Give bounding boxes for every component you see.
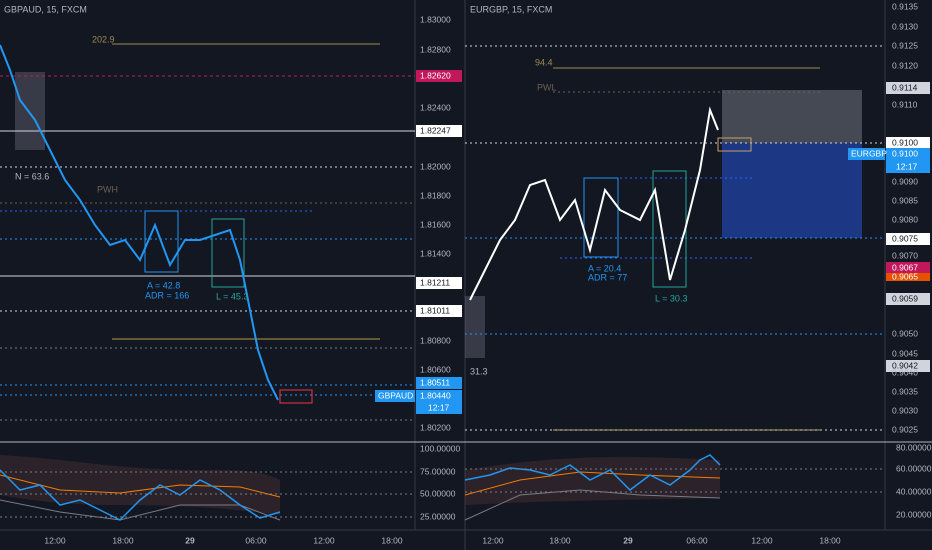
price-tick: 0.9050 bbox=[892, 328, 918, 338]
price-tick: 1.82800 bbox=[420, 44, 451, 54]
annotation: 94.4 bbox=[535, 57, 553, 67]
price-label: 1.80511 bbox=[420, 377, 450, 387]
chart-header: GBPAUD, 15, FXCM bbox=[4, 4, 87, 14]
price-tick: 0.9025 bbox=[892, 424, 918, 434]
price-tick: 1.80200 bbox=[420, 422, 451, 432]
price-tick: 1.82400 bbox=[420, 102, 451, 112]
indicator-tick: 75.00000 bbox=[420, 466, 456, 476]
annotation: A = 42.8 bbox=[147, 280, 180, 290]
time-label: 18:00 bbox=[549, 535, 571, 545]
price-label: 0.9075 bbox=[892, 233, 918, 243]
label-backgrounds bbox=[375, 70, 930, 414]
price-tick: 1.80800 bbox=[420, 335, 451, 345]
countdown: 12:17 bbox=[896, 161, 918, 171]
annotation: 31.3 bbox=[470, 366, 488, 376]
time-label: 18:00 bbox=[819, 535, 841, 545]
left-indicator bbox=[0, 455, 415, 521]
price-tick: 0.9040 bbox=[892, 367, 918, 377]
price-tick: 0.9090 bbox=[892, 176, 918, 186]
price-tick: 0.9130 bbox=[892, 21, 918, 31]
time-label: 18:00 bbox=[112, 535, 134, 545]
price-label: 1.81011 bbox=[420, 305, 450, 315]
price-tick: 0.9125 bbox=[892, 40, 918, 50]
annotation: N = 63.6 bbox=[15, 171, 49, 181]
annotation: L = 30.3 bbox=[655, 293, 687, 303]
countdown: 12:17 bbox=[428, 402, 450, 412]
time-label: 18:00 bbox=[381, 535, 403, 545]
price-tick: 0.9085 bbox=[892, 195, 918, 205]
price-tick: 0.9065 bbox=[892, 271, 918, 281]
price-tick: 0.9120 bbox=[892, 60, 918, 70]
price-tick: 0.9110 bbox=[892, 99, 918, 109]
price-label: 1.82247 bbox=[420, 125, 451, 135]
right-indicator bbox=[464, 454, 885, 521]
annotation: ADR = 166 bbox=[145, 290, 189, 300]
time-label: 12:00 bbox=[313, 535, 335, 545]
price-label: 1.81211 bbox=[420, 277, 450, 287]
annotation: ADR = 77 bbox=[588, 272, 627, 282]
price-label: 0.9100 bbox=[892, 148, 918, 158]
left-drawings bbox=[0, 43, 415, 421]
indicator-tick: 60.00000 bbox=[896, 463, 932, 473]
indicator-tick: 40.00000 bbox=[896, 486, 932, 496]
price-tick: 1.81400 bbox=[420, 248, 451, 258]
time-label: 29 bbox=[623, 535, 633, 545]
annotation: PWL bbox=[537, 82, 557, 92]
price-tick: 0.9135 bbox=[892, 1, 918, 11]
price-label: 0.9042 bbox=[892, 360, 918, 370]
price-tick: 0.9080 bbox=[892, 214, 918, 224]
indicator-tick: 100.00000 bbox=[420, 443, 460, 453]
annotation: PWH bbox=[97, 184, 118, 194]
symbol-tag: GBPAUD bbox=[378, 390, 413, 400]
time-label: 12:00 bbox=[482, 535, 504, 545]
time-label: 06:00 bbox=[686, 535, 708, 545]
symbol-tag: EURGBP bbox=[851, 148, 887, 158]
price-tick: 1.83000 bbox=[420, 14, 451, 24]
time-label: 06:00 bbox=[245, 535, 267, 545]
annotation: A = 20.4 bbox=[588, 263, 621, 273]
price-label: 0.9100 bbox=[892, 137, 918, 147]
price-label: 1.82620 bbox=[420, 70, 451, 80]
price-tick: 0.9030 bbox=[892, 405, 918, 415]
indicator-tick: 50.00000 bbox=[420, 488, 456, 498]
indicator-tick: 80.00000 bbox=[896, 442, 932, 452]
indicator-tick: 25.00000 bbox=[420, 511, 456, 521]
price-tick: 1.81800 bbox=[420, 190, 451, 200]
time-label: 12:00 bbox=[751, 535, 773, 545]
time-label: 12:00 bbox=[44, 535, 66, 545]
annotation: 202.9 bbox=[92, 34, 115, 44]
price-label: 0.9067 bbox=[892, 262, 918, 272]
price-tick: 1.81600 bbox=[420, 219, 451, 229]
price-tick: 0.9035 bbox=[892, 386, 918, 396]
indicator-tick: 20.00000 bbox=[896, 509, 932, 519]
right-drawings bbox=[465, 45, 885, 431]
price-tick: 1.80600 bbox=[420, 364, 451, 374]
annotation: L = 45.3 bbox=[216, 291, 248, 301]
price-tick: 0.9045 bbox=[892, 348, 918, 358]
price-label: 0.9059 bbox=[892, 293, 918, 303]
price-tick: 0.9070 bbox=[892, 250, 918, 260]
price-tick: 1.82000 bbox=[420, 161, 451, 171]
time-label: 29 bbox=[185, 535, 195, 545]
left-price-ticks: 1.83000 1.82800 1.82400 1.82000 1.81800 … bbox=[420, 14, 451, 432]
price-label: 1.80440 bbox=[420, 390, 451, 400]
chart-header: EURGBP, 15, FXCM bbox=[470, 4, 552, 14]
price-label: 0.9114 bbox=[892, 82, 918, 92]
